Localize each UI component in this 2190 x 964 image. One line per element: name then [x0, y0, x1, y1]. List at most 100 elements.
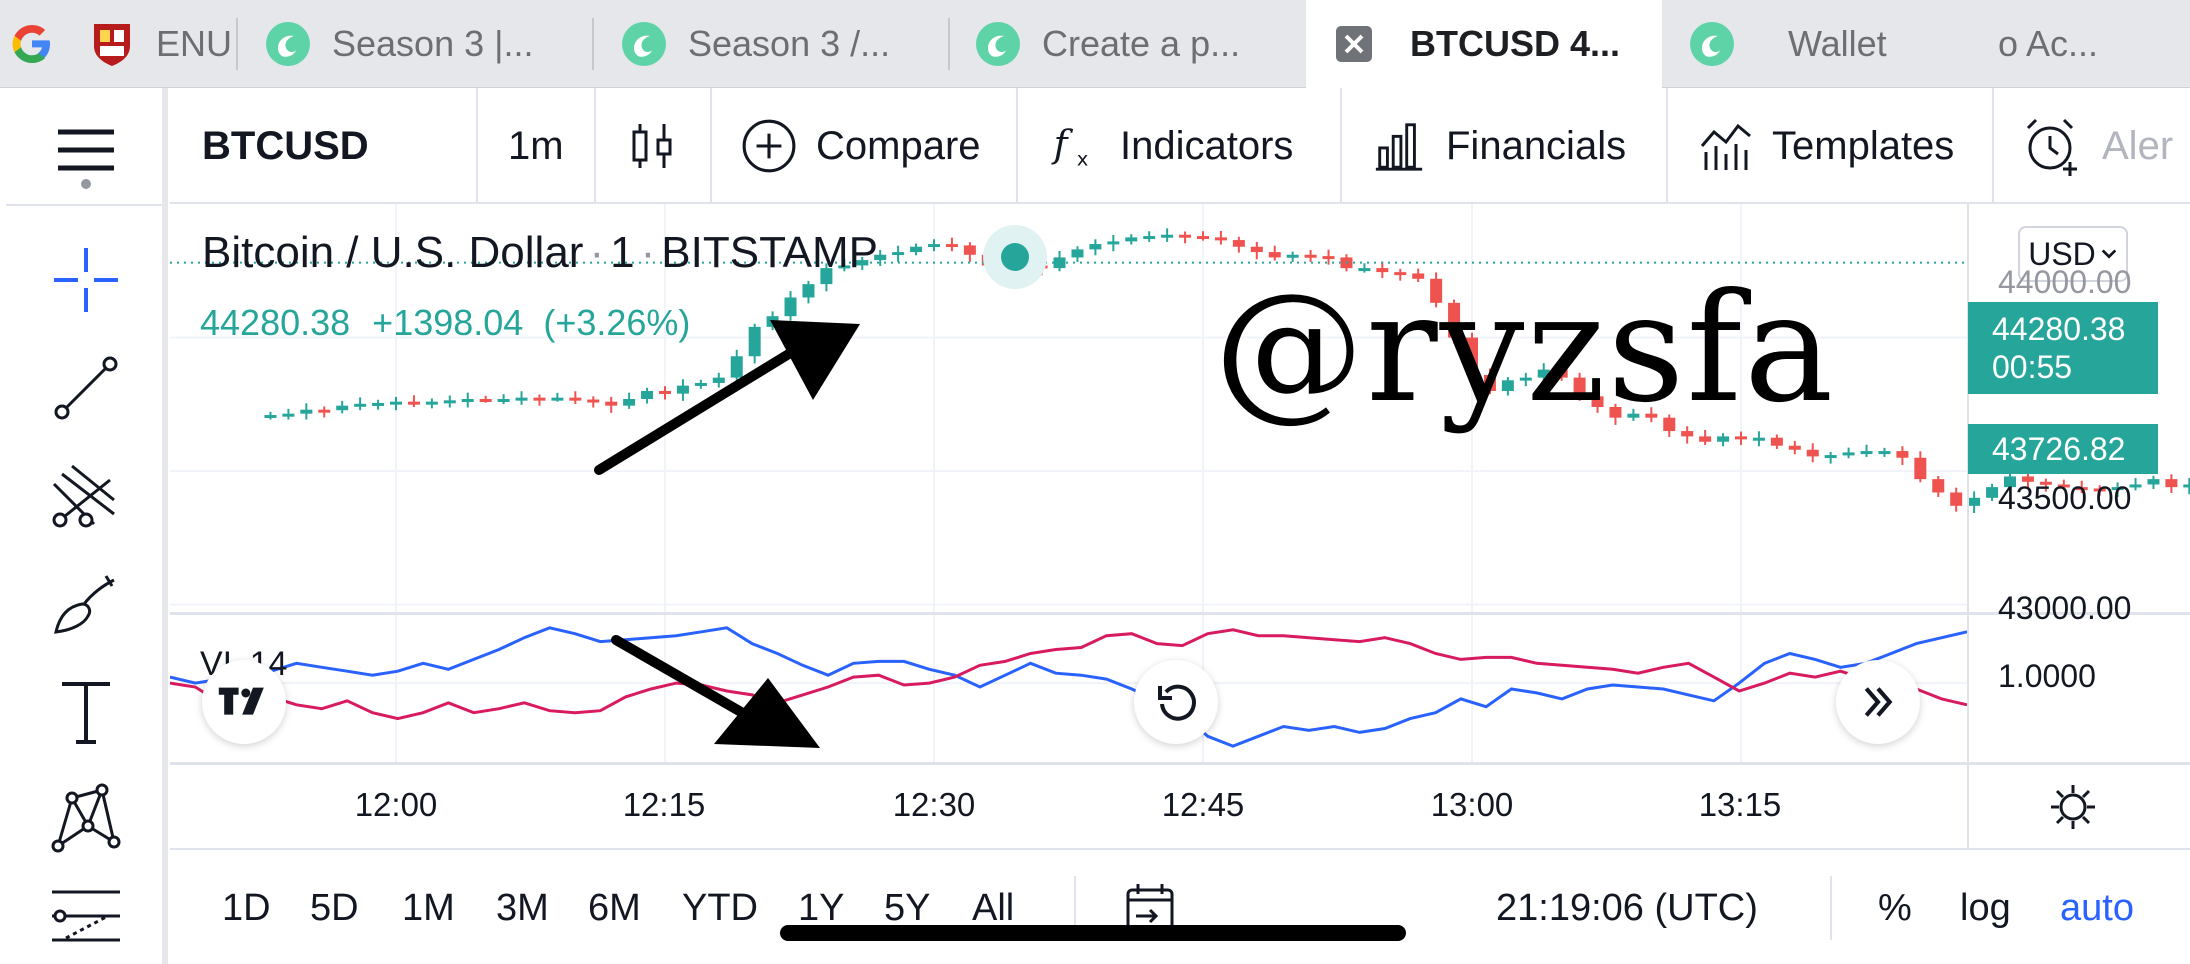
- tab-wallet[interactable]: Wallet: [1686, 0, 1986, 88]
- percent-scale-toggle[interactable]: %: [1878, 886, 1912, 929]
- templates-button[interactable]: Templates: [1698, 88, 1954, 204]
- candle-body: [730, 356, 743, 378]
- close-icon[interactable]: [1334, 24, 1374, 64]
- bar-chart-icon: [1375, 123, 1423, 171]
- calendar-arrow-icon: [1126, 884, 1174, 932]
- candle-body: [659, 390, 671, 394]
- range-1m[interactable]: 1M: [402, 886, 455, 929]
- candle-body: [892, 252, 905, 256]
- tab-create-post[interactable]: Create a p...: [972, 0, 1302, 88]
- steemit-icon: [976, 22, 1020, 66]
- crosshair-icon[interactable]: [44, 238, 128, 322]
- chart-canvas[interactable]: [170, 204, 2190, 848]
- tab-season3-b[interactable]: Season 3 /...: [618, 0, 948, 88]
- utc-clock[interactable]: 21:19:06 (UTC): [1496, 886, 1758, 929]
- candle-body: [802, 284, 815, 298]
- scroll-to-realtime-button[interactable]: [1836, 660, 1920, 744]
- range-6m[interactable]: 6M: [588, 886, 641, 929]
- bottombar-divider: [1074, 876, 1076, 940]
- trend-line-icon[interactable]: [44, 346, 128, 430]
- go-to-date-button[interactable]: [1122, 850, 1178, 964]
- candle-body: [1860, 451, 1873, 455]
- candle-body: [1752, 437, 1765, 441]
- candle-body: [1950, 492, 1963, 506]
- range-3m[interactable]: 3M: [496, 886, 549, 929]
- prediction-icon[interactable]: [44, 880, 128, 964]
- tradingview-logo-button[interactable]: [202, 660, 286, 744]
- candle-body: [1591, 396, 1604, 407]
- candle-body: [372, 402, 385, 406]
- steemit-icon: [622, 22, 666, 66]
- brush-icon[interactable]: [44, 562, 128, 646]
- alert-button[interactable]: Aler: [2020, 88, 2173, 204]
- candle-body: [748, 326, 761, 357]
- candle-body: [694, 382, 707, 386]
- candle-body: [1609, 407, 1622, 418]
- candle-body: [676, 385, 689, 394]
- reset-chart-button[interactable]: [1134, 660, 1218, 744]
- alarm-clock-icon: [2026, 118, 2077, 176]
- candle-body: [1842, 452, 1855, 456]
- candle-body: [1968, 497, 1981, 506]
- tab-google[interactable]: [0, 0, 60, 88]
- time-axis-divider: [170, 762, 2190, 765]
- date-range-bar: 1D 5D 1M 3M 6M YTD 1Y 5Y All 21:19:06 (U…: [170, 848, 2190, 964]
- tab-partial[interactable]: o Ac...: [1998, 0, 2190, 88]
- chevron-down-icon: [2101, 249, 2117, 259]
- range-ytd[interactable]: YTD: [682, 886, 758, 929]
- currency-dropdown[interactable]: USD: [2018, 226, 2128, 282]
- bar-countdown: 00:55: [1992, 349, 2073, 385]
- candle-body: [551, 397, 564, 401]
- range-all[interactable]: All: [972, 886, 1015, 929]
- candle-body: [1932, 479, 1945, 493]
- candle-body: [820, 268, 833, 285]
- pattern-icon[interactable]: [44, 776, 128, 860]
- range-5y[interactable]: 5Y: [884, 886, 931, 929]
- candle-body: [1286, 254, 1299, 258]
- log-scale-toggle[interactable]: log: [1960, 886, 2011, 929]
- indicators-label: Indicators: [1120, 123, 1294, 168]
- candle-body: [1681, 431, 1694, 437]
- candle-body: [1878, 451, 1891, 455]
- pitchfork-icon[interactable]: [44, 454, 128, 538]
- vi-line: [170, 626, 1968, 748]
- candle-body: [838, 265, 851, 269]
- candle-body: [569, 397, 582, 401]
- symbol-search-button[interactable]: BTCUSD: [202, 123, 369, 168]
- interval-button[interactable]: 1m: [508, 123, 564, 168]
- currency-label: USD: [2028, 235, 2096, 272]
- candle-body: [2039, 481, 2052, 485]
- candle-body: [336, 405, 349, 411]
- home-indicator: [780, 925, 1406, 941]
- candle-body: [390, 401, 402, 405]
- candle-body: [354, 403, 367, 407]
- chart-type-button[interactable]: [624, 88, 680, 204]
- price-axis-label: 43000.00: [1998, 590, 2132, 626]
- financials-button[interactable]: Financials: [1372, 88, 1626, 204]
- candle-body: [1501, 380, 1514, 391]
- candle-body: [515, 397, 528, 401]
- tab-divider: [236, 18, 238, 70]
- candle-body: [641, 390, 654, 399]
- market-status-icon[interactable]: [980, 222, 1050, 292]
- tab-divider: [592, 18, 594, 70]
- tab-season3-a[interactable]: Season 3 |...: [262, 0, 592, 88]
- tab-enu[interactable]: ENU: [86, 0, 236, 88]
- menu-icon[interactable]: [44, 110, 128, 194]
- range-1d[interactable]: 1D: [222, 886, 271, 929]
- settings-gear-icon[interactable]: [2048, 782, 2098, 832]
- candle-body: [910, 246, 923, 253]
- tab-btcusd[interactable]: BTCUSD 4...: [1306, 0, 1662, 88]
- auto-scale-toggle[interactable]: auto: [2060, 886, 2134, 929]
- text-tool-icon[interactable]: [44, 668, 128, 752]
- candle-body: [2057, 484, 2070, 488]
- compare-button[interactable]: Compare: [740, 88, 981, 204]
- candle-body: [1770, 437, 1783, 446]
- watermark-text: @ryzsfa: [1214, 262, 1836, 436]
- indicators-button[interactable]: f x Indicators: [1050, 88, 1294, 204]
- candle-body: [479, 398, 492, 402]
- candle-body: [1430, 278, 1443, 303]
- range-5d[interactable]: 5D: [310, 886, 359, 929]
- range-1y[interactable]: 1Y: [798, 886, 845, 929]
- indicator-axis-label: 1.0000: [1998, 658, 2096, 694]
